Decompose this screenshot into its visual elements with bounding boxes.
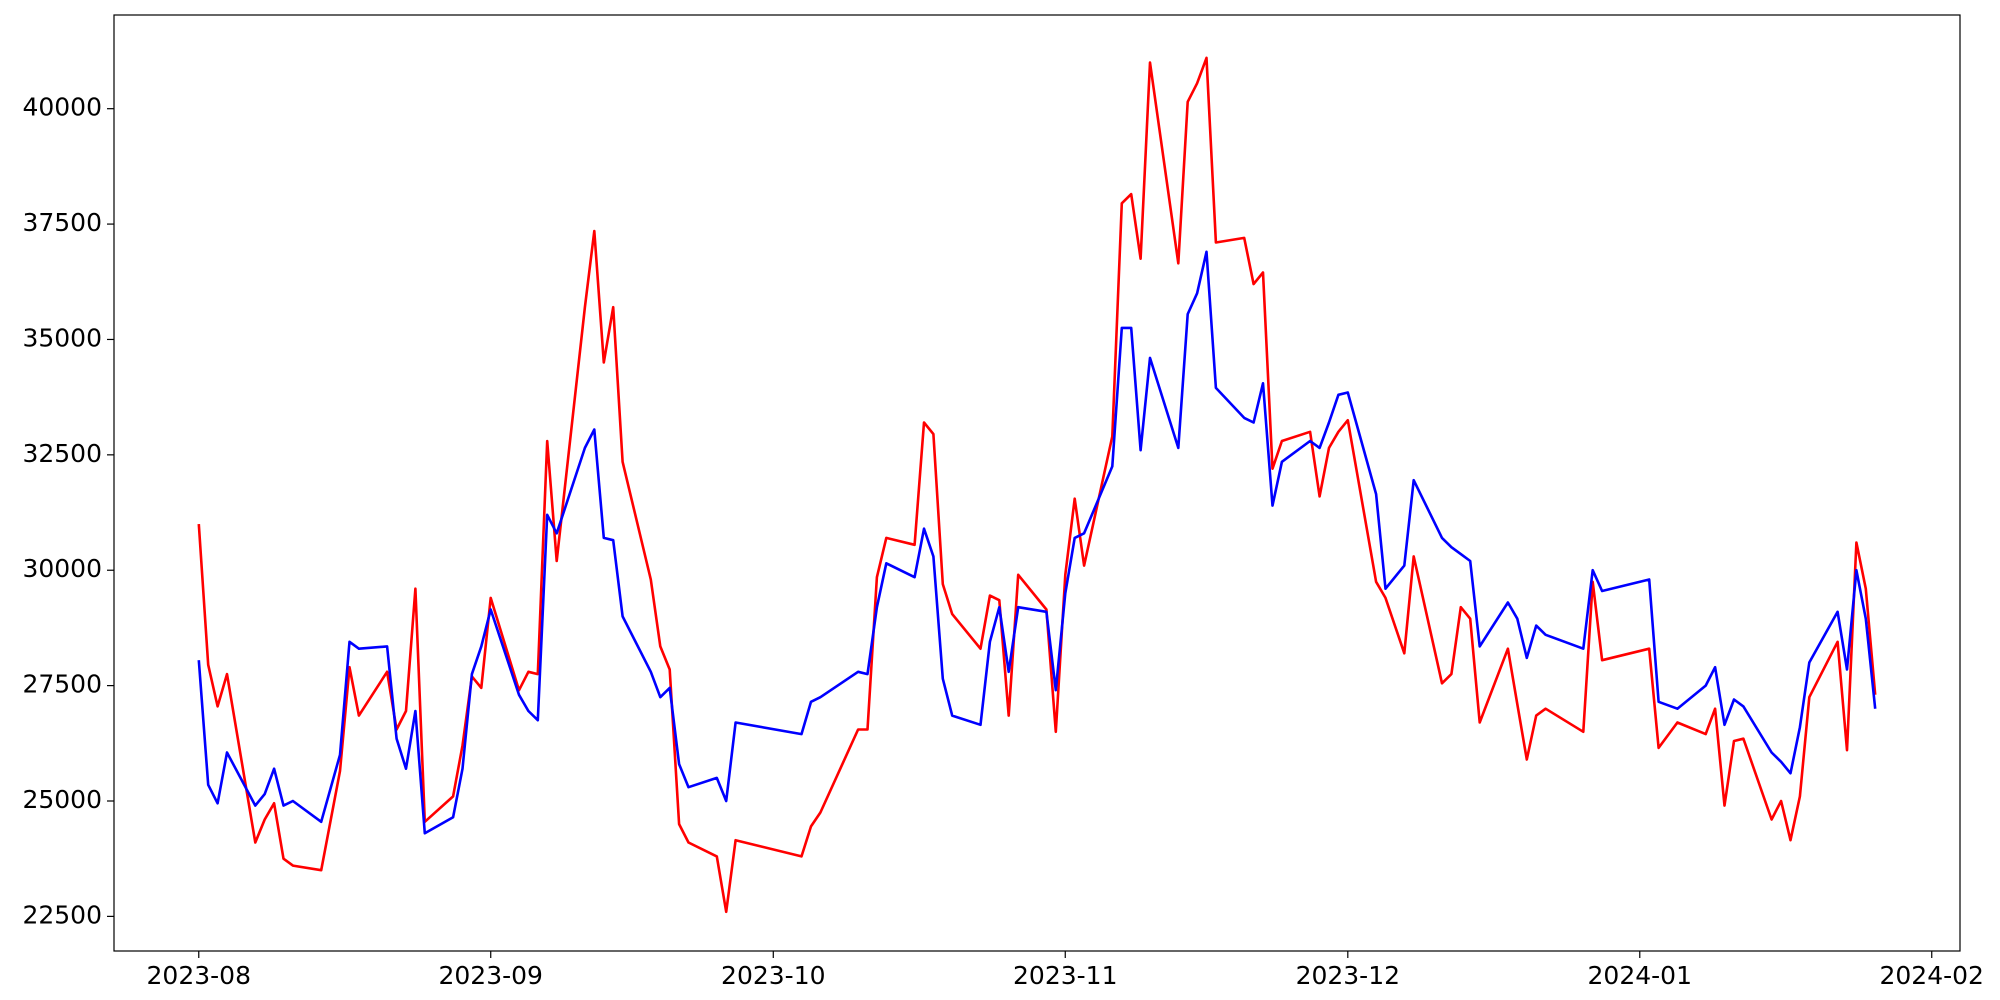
x-tick-label: 2024-02 bbox=[1880, 961, 1984, 990]
x-tick-label: 2023-11 bbox=[1013, 961, 1117, 990]
y-tick-label: 35000 bbox=[22, 323, 102, 352]
y-tick-label: 30000 bbox=[22, 554, 102, 583]
line-series bbox=[197, 250, 1877, 835]
y-tick-label: 25000 bbox=[22, 785, 102, 814]
x-tick-label: 2023-08 bbox=[147, 961, 251, 990]
y-tick-label: 22500 bbox=[22, 900, 102, 929]
y-tick-label: 27500 bbox=[22, 670, 102, 699]
plot-frame bbox=[113, 14, 1961, 952]
y-tick-label: 32500 bbox=[22, 439, 102, 468]
y-tick-label: 40000 bbox=[22, 93, 102, 122]
x-tick-label: 2023-09 bbox=[439, 961, 543, 990]
x-tick-label: 2023-10 bbox=[721, 961, 825, 990]
y-tick-label: 37500 bbox=[22, 208, 102, 237]
x-tick-label: 2024-01 bbox=[1588, 961, 1692, 990]
line-series bbox=[197, 56, 1877, 914]
x-tick-label: 2023-12 bbox=[1296, 961, 1400, 990]
